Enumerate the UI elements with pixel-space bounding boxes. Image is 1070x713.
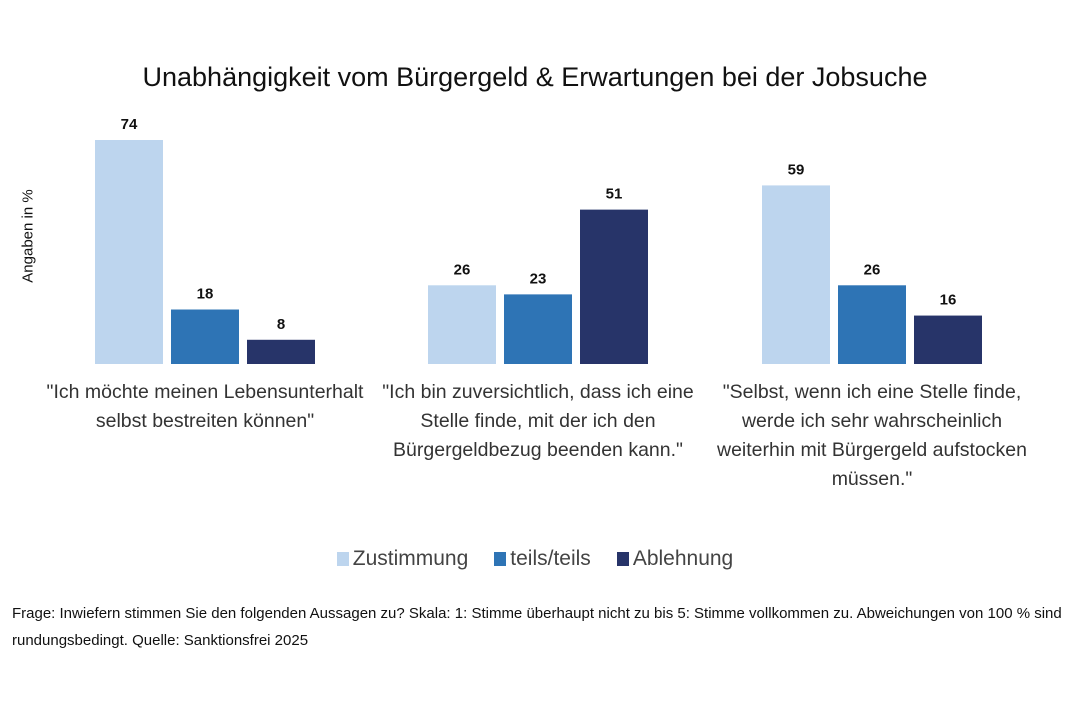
legend-item-ablehnung: Ablehnung [616,547,734,571]
data-label: 26 [454,261,471,278]
category-label-3: "Selbst, wenn ich eine Stelle finde, wer… [717,381,1027,490]
bar [171,309,239,364]
chart-title: Unabhängigkeit vom Bürgergeld & Erwartun… [142,62,928,92]
legend-swatch [494,552,507,566]
bar [95,140,163,364]
legend-item-teils: teils/teils [494,547,591,571]
category-label-2: "Ich bin zuversichtlich, dass ich eine S… [382,381,694,461]
legend: Zustimmung teils/teils Ablehnung [0,547,1070,571]
bar [247,339,315,364]
legend-label: Zustimmung [352,547,469,570]
data-label: 18 [197,286,214,303]
bar [914,315,982,364]
category-label-1: "Ich möchte meinen Lebensunterhalt selbs… [46,381,364,432]
legend-swatch [336,552,349,566]
data-label: 8 [277,316,285,333]
footnote: Frage: Inwiefern stimmen Sie den folgend… [12,605,1062,649]
bar [838,285,906,364]
legend-item-zustimmung: Zustimmung [336,547,469,571]
bar [580,209,648,364]
bar-chart: 74 18 8 26 23 51 59 26 16 [95,116,982,364]
data-label: 51 [606,186,623,203]
legend-label: Ablehnung [632,547,734,570]
bar [504,294,572,364]
legend-swatch [616,552,629,566]
data-label: 59 [788,161,805,178]
data-label: 16 [940,292,957,309]
bar [762,185,830,364]
legend-label: teils/teils [510,547,591,570]
bar [428,285,496,364]
data-label: 23 [530,270,547,287]
data-label: 26 [864,261,881,278]
data-label: 74 [121,116,138,133]
